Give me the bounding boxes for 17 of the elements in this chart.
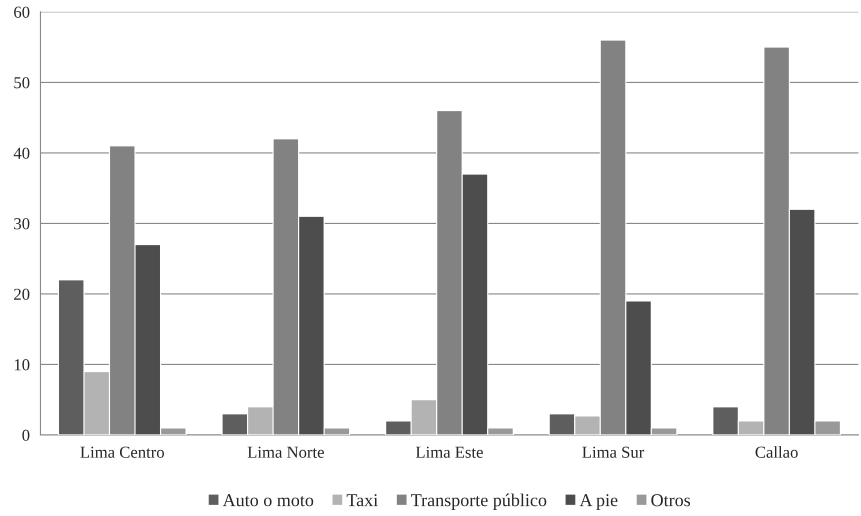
legend-label: Otros: [651, 494, 690, 506]
y-tick-label: 30: [14, 218, 30, 230]
x-tick-label: Lima Norte: [248, 446, 324, 458]
y-tick-label: 0: [22, 430, 30, 441]
legend-label: A pie: [580, 494, 618, 510]
x-tick-label: Callao: [756, 446, 798, 458]
x-tick-label: Lima Este: [416, 446, 483, 458]
y-tick-label: 60: [14, 6, 30, 18]
x-tick-label: Lima Centro: [80, 446, 164, 458]
x-tick-label: Lima Sur: [582, 446, 644, 458]
y-tick-label: 10: [14, 359, 30, 370]
legend-label: Auto o moto: [222, 494, 314, 506]
legend-label: Taxi: [346, 494, 378, 506]
y-tick-label: 20: [14, 288, 30, 300]
y-tick-label: 40: [14, 148, 30, 159]
y-tick-label: 50: [14, 77, 30, 88]
legend-label: Transporte público: [411, 494, 546, 510]
